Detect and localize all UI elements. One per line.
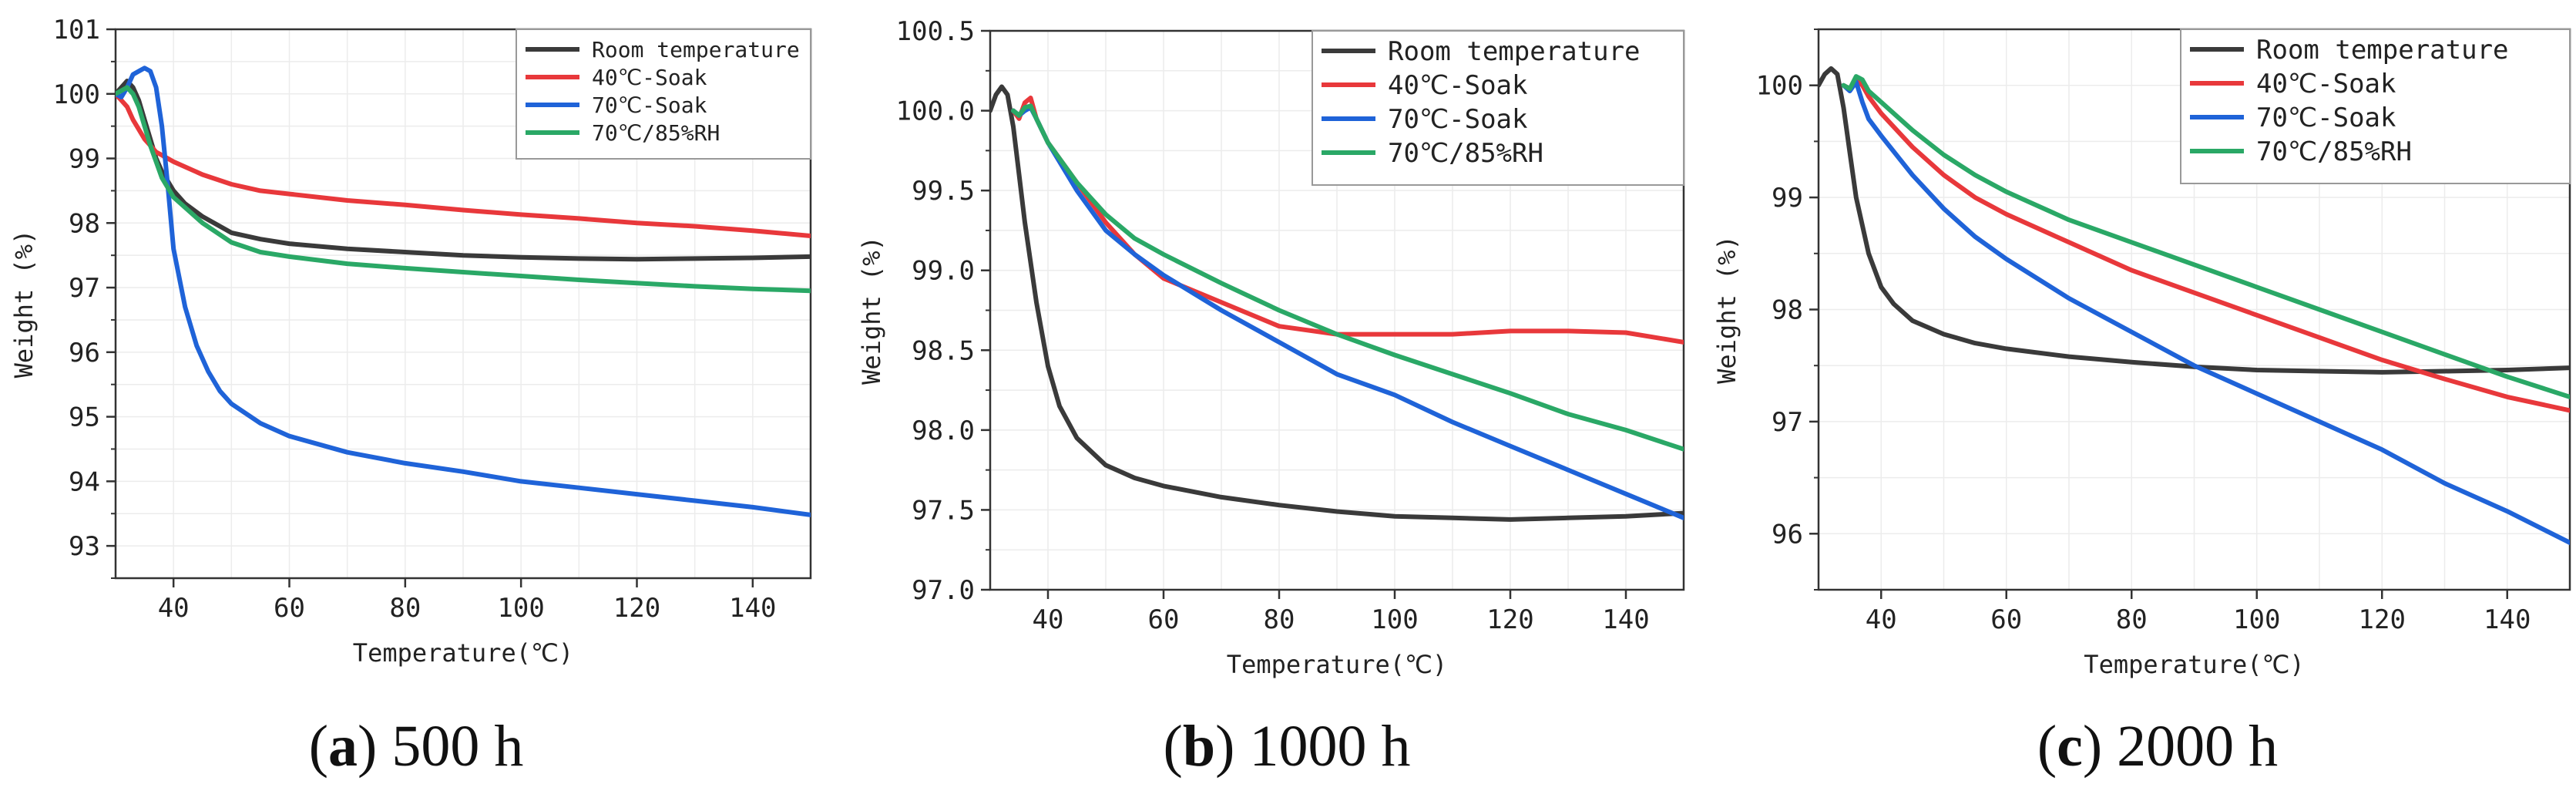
x-tick-label: 40 bbox=[158, 593, 190, 624]
legend: Room temperature 40℃-Soak 70℃-Soak70℃/85%R… bbox=[516, 29, 811, 160]
x-tick-label: 60 bbox=[1990, 604, 2022, 635]
x-tick-label: 140 bbox=[2484, 604, 2531, 635]
legend-label: 70℃-Soak bbox=[1388, 104, 1527, 135]
y-axis-label: Weight (%) bbox=[857, 236, 886, 385]
x-tick-label: 100 bbox=[1371, 604, 1418, 635]
x-tick-label: 120 bbox=[2359, 604, 2406, 635]
series-line-room-temperature bbox=[1819, 66, 2570, 375]
series-line-room-temperature bbox=[990, 84, 1684, 522]
legend-label: 70℃-Soak bbox=[2256, 103, 2396, 133]
y-tick-label: 97.5 bbox=[912, 495, 975, 526]
x-tick-label: 40 bbox=[1033, 604, 1064, 635]
caption-a: (a) 500 h bbox=[308, 714, 524, 779]
caption-c: (c) 2000 h bbox=[2037, 714, 2279, 779]
y-tick-label: 96 bbox=[1772, 519, 1803, 550]
x-tick-label: 120 bbox=[613, 593, 660, 624]
series-line-70-85-rh bbox=[116, 85, 811, 294]
y-tick-label: 97 bbox=[69, 273, 100, 304]
series-line-40-soak bbox=[116, 91, 811, 238]
caption-b: (b) 1000 h bbox=[1163, 714, 1411, 779]
legend-label: 70℃/85%RH bbox=[1388, 138, 1543, 169]
series-line-70-soak bbox=[116, 66, 811, 517]
x-axis-label: Temperature(℃) bbox=[2084, 650, 2304, 679]
legend-box bbox=[1312, 30, 1684, 186]
y-tick-label: 97.0 bbox=[912, 575, 975, 606]
y-axis-label: Weight (%) bbox=[1712, 235, 1741, 384]
y-tick-label: 99 bbox=[69, 144, 100, 175]
y-tick-label: 93 bbox=[69, 531, 100, 562]
caption-b-text: 1000 h bbox=[1249, 714, 1411, 779]
series-line-70-85-rh bbox=[1841, 74, 2570, 399]
x-tick-label: 60 bbox=[1148, 604, 1180, 635]
legend-label: 70℃/85%RH bbox=[2256, 136, 2412, 167]
y-tick-label: 100 bbox=[53, 79, 100, 110]
x-tick-label: 120 bbox=[1486, 604, 1533, 635]
x-tick-label: 100 bbox=[2233, 604, 2280, 635]
y-tick-label: 98.0 bbox=[912, 416, 975, 446]
legend-box bbox=[2180, 29, 2571, 184]
series-line-70-soak bbox=[1841, 79, 2570, 545]
y-tick-label: 100.0 bbox=[896, 96, 975, 127]
legend-label: Room temperature bbox=[592, 37, 800, 62]
series-group bbox=[116, 66, 811, 517]
y-tick-label: 95 bbox=[69, 402, 100, 433]
x-tick-label: 100 bbox=[497, 593, 544, 624]
y-tick-label: 98 bbox=[69, 208, 100, 239]
y-tick-label: 98.5 bbox=[912, 335, 975, 366]
plot-frame bbox=[114, 28, 812, 580]
x-tick-label: 80 bbox=[1264, 604, 1295, 635]
y-tick-label: 100.5 bbox=[896, 16, 975, 47]
chart-panel-b: 40 60 80 100 120 140 97.0 97.5 98.0 98.5 99.0 99.5 1… bbox=[857, 16, 1685, 679]
y-tick-label: 98 bbox=[1772, 295, 1803, 326]
series-line-70-85-rh bbox=[1011, 103, 1684, 452]
y-tick-label: 101 bbox=[53, 15, 100, 45]
y-tick-label: 97 bbox=[1772, 407, 1803, 438]
chart-panel-a: 40 60 80 100 120 140 93 94 95 96 97 98 99 100 101 Tempe… bbox=[9, 15, 812, 668]
x-tick-label: 60 bbox=[274, 593, 305, 624]
x-axis-label: Temperature(℃) bbox=[353, 638, 573, 668]
y-tick-label: 96 bbox=[69, 338, 100, 368]
x-tick-label: 80 bbox=[389, 593, 421, 624]
legend-label: 40℃-Soak bbox=[592, 65, 707, 90]
legend-label: Room temperature bbox=[2256, 35, 2509, 66]
y-axis-label: Weight (%) bbox=[9, 230, 39, 379]
caption-c-letter: c bbox=[2057, 714, 2083, 779]
legend-label: Room temperature bbox=[1388, 36, 1641, 67]
legend-label: 70℃-Soak bbox=[592, 93, 707, 118]
x-tick-label: 40 bbox=[1866, 604, 1897, 635]
y-tick-label: 94 bbox=[69, 466, 100, 497]
chart-panel-c: 40 60 80 100 120 140 96 97 98 99 100 Temperature(℃)… bbox=[1712, 28, 2571, 679]
caption-b-letter: b bbox=[1182, 714, 1216, 779]
caption-c-text: 2000 h bbox=[2117, 714, 2279, 779]
y-tick-label: 99.0 bbox=[912, 256, 975, 287]
x-tick-label: 140 bbox=[729, 593, 776, 624]
series-line-40-soak bbox=[1841, 77, 2570, 413]
series-line-40-soak bbox=[1011, 96, 1684, 345]
x-tick-label: 80 bbox=[2116, 604, 2148, 635]
caption-a-letter: a bbox=[328, 714, 358, 779]
legend: Room temperature40℃-Soak70℃-Soak70℃/85%R… bbox=[1312, 30, 1684, 186]
legend-label: 40℃-Soak bbox=[2256, 69, 2396, 99]
legend-label: 70℃/85%RH bbox=[592, 120, 720, 146]
x-tick-label: 140 bbox=[1602, 604, 1649, 635]
y-tick-label: 100 bbox=[1756, 71, 1803, 102]
series-group bbox=[1819, 66, 2570, 545]
caption-a-text: 500 h bbox=[391, 714, 524, 779]
legend-label: 40℃-Soak bbox=[1388, 70, 1527, 101]
y-tick-label: 99.5 bbox=[912, 176, 975, 207]
series-group bbox=[990, 84, 1684, 522]
y-tick-label: 99 bbox=[1772, 183, 1803, 214]
x-axis-label: Temperature(℃) bbox=[1227, 650, 1447, 679]
series-line-room-temperature bbox=[116, 79, 811, 262]
